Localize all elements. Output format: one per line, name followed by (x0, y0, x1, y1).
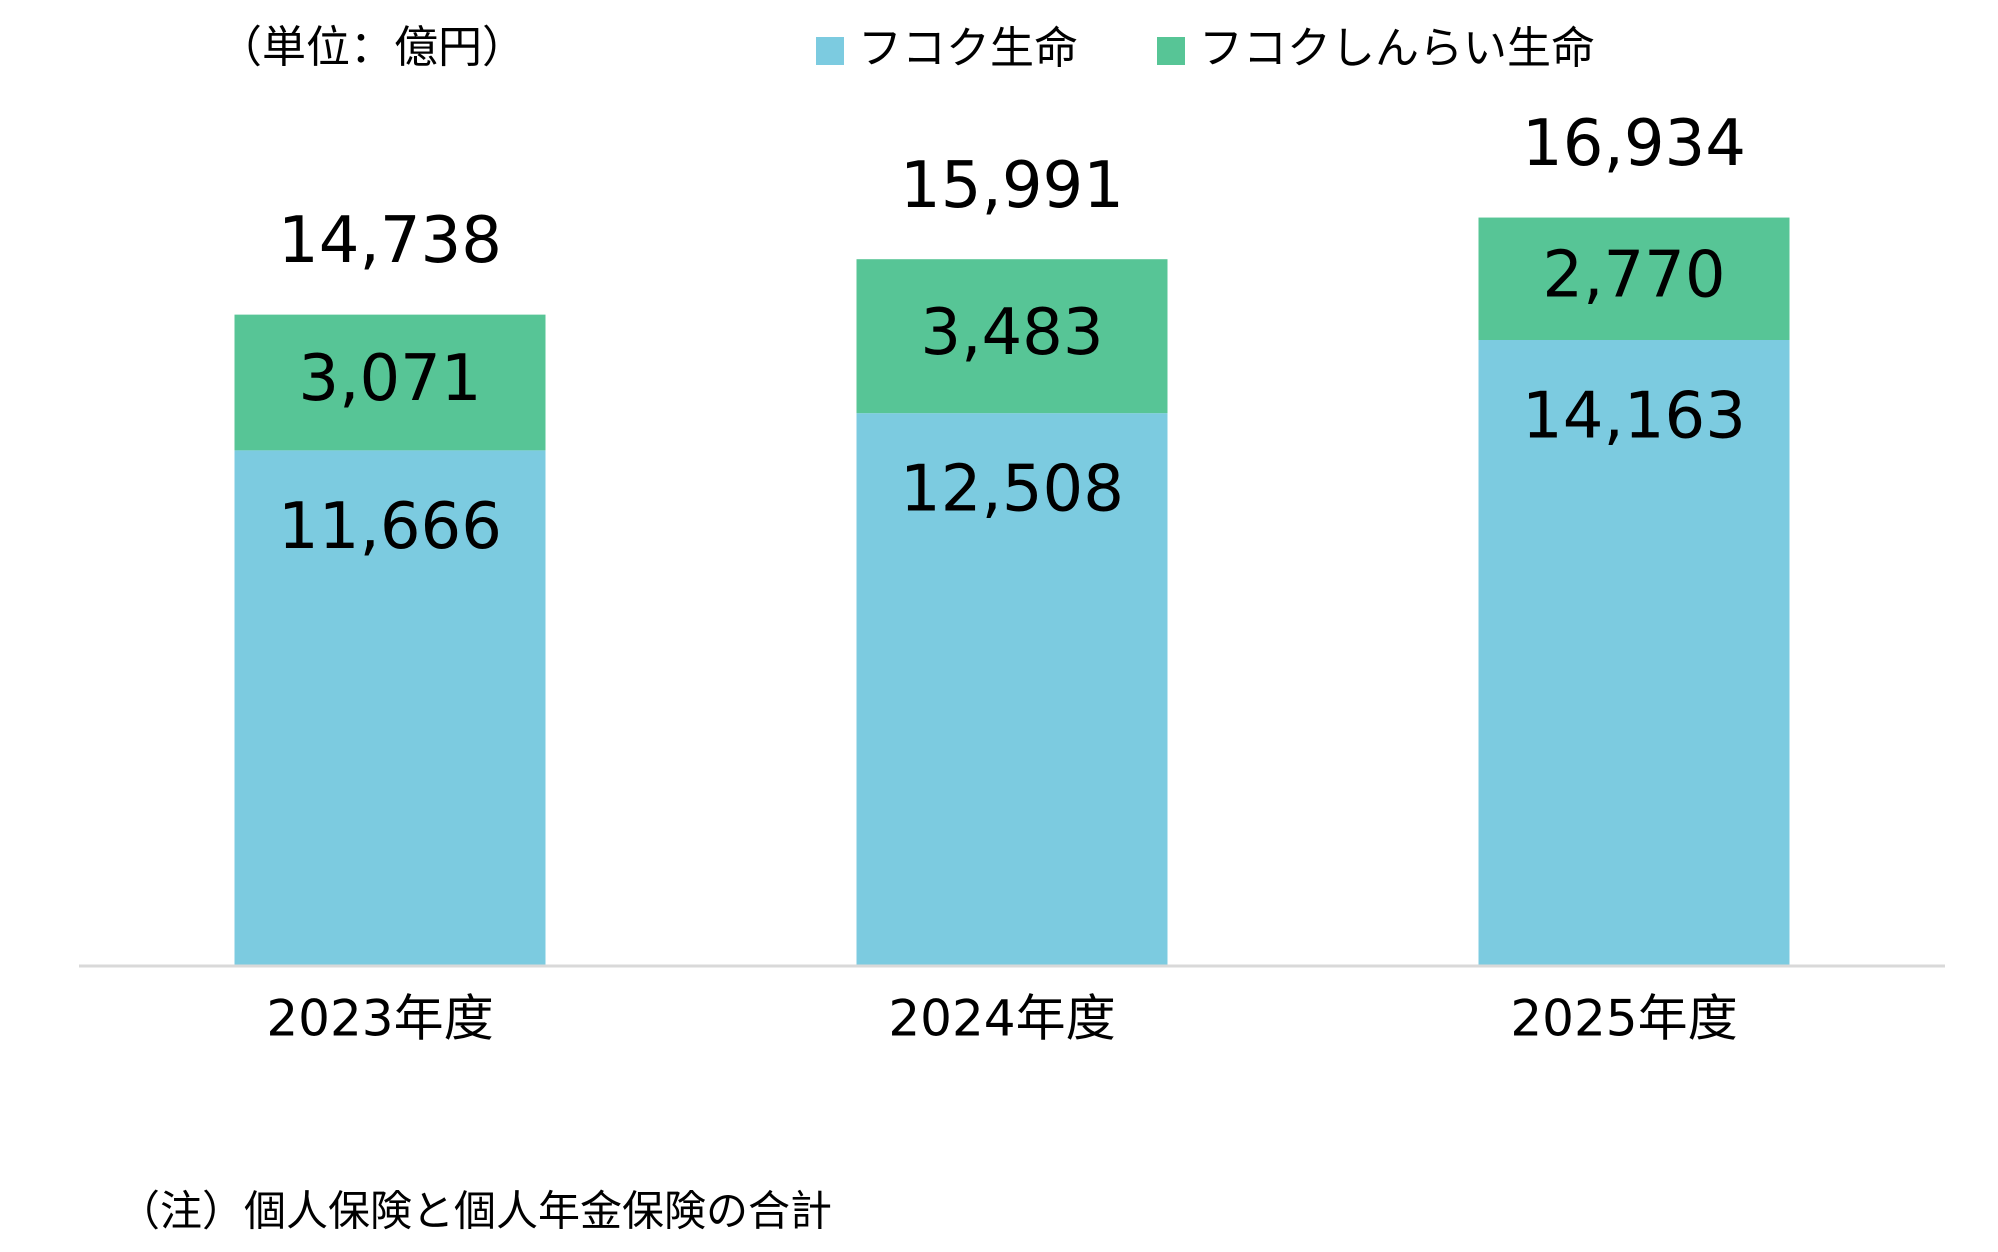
data-label: 12,508 (900, 453, 1124, 527)
legend-label: フコク生命 (858, 23, 1078, 74)
data-label: 3,071 (298, 342, 481, 416)
legend-swatch (1157, 37, 1185, 65)
note: （注）個人保険と個人年金保険の合計 (118, 1187, 832, 1236)
data-label: 14,163 (1522, 380, 1746, 454)
x-tick-label: 2024年度 (888, 990, 1115, 1048)
legend-label: フコクしんらい生命 (1199, 23, 1595, 74)
bar-segment (234, 450, 546, 966)
total-label: 15,991 (900, 149, 1124, 223)
total-label: 16,934 (1522, 107, 1746, 181)
x-tick-label: 2023年度 (266, 990, 493, 1048)
data-label: 3,483 (920, 296, 1103, 370)
bar-segment (856, 413, 1168, 967)
legend-swatch (816, 37, 844, 65)
bar-segment (1478, 339, 1790, 967)
data-label: 2,770 (1542, 238, 1725, 312)
bar-segment (1478, 217, 1790, 340)
bar-segment (856, 259, 1168, 414)
total-label: 14,738 (278, 204, 502, 278)
data-label: 11,666 (278, 490, 502, 564)
x-tick-label: 2025年度 (1510, 990, 1737, 1048)
bar-segment (234, 314, 546, 451)
unit-label: （単位：億円） (218, 22, 526, 73)
